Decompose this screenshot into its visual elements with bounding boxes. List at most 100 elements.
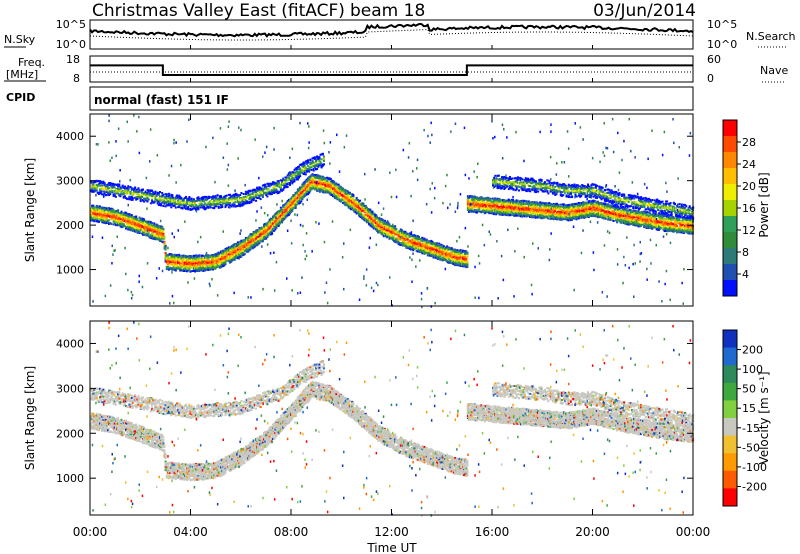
power-cell	[142, 221, 144, 224]
power-cell	[172, 259, 175, 262]
power-cell	[213, 264, 216, 267]
power-cell	[201, 258, 204, 261]
power-cell	[240, 239, 243, 242]
power-cell	[223, 257, 226, 260]
power-cell	[111, 207, 114, 210]
cpid-mode-text: normal (fast) 151 IF	[94, 93, 229, 107]
power-cell	[207, 259, 210, 262]
power-cell	[189, 261, 192, 264]
power-cell	[234, 248, 237, 251]
power-cell	[110, 218, 113, 221]
power-cell	[442, 245, 445, 248]
power-cell	[231, 248, 234, 251]
power-cell	[151, 232, 154, 235]
power-cell	[173, 259, 176, 262]
power-cell	[181, 256, 184, 259]
power-cell	[114, 219, 117, 222]
power-cell	[145, 229, 148, 232]
power-cell	[260, 227, 263, 230]
power-cell	[238, 243, 241, 246]
power-cell	[146, 222, 149, 225]
power-cell	[225, 257, 228, 260]
power-cell	[151, 224, 154, 227]
power-cell	[187, 269, 190, 272]
power-cell	[152, 235, 155, 238]
power-cell	[188, 264, 191, 267]
power-cell	[121, 223, 124, 226]
power-cell	[216, 252, 219, 255]
power-cell	[104, 222, 107, 225]
power-cell	[156, 225, 159, 228]
power-cell	[99, 214, 101, 217]
power-cell	[208, 264, 211, 267]
power-cell	[109, 212, 112, 214]
power-cell	[118, 222, 121, 225]
power-cell	[258, 242, 261, 244]
power-cell	[144, 224, 147, 227]
power-cell	[195, 257, 198, 260]
power-cell	[170, 253, 173, 256]
power-cell	[118, 223, 121, 226]
power-cell	[223, 260, 226, 262]
power-cell	[113, 221, 116, 224]
power-cell	[220, 257, 222, 260]
power-cell	[120, 226, 123, 229]
power-cell	[172, 266, 175, 269]
power-cell	[116, 213, 118, 215]
power-cell	[94, 218, 97, 221]
power-cell	[143, 229, 146, 232]
power-cell	[185, 263, 187, 265]
power-cell	[92, 204, 95, 207]
power-cell	[160, 225, 163, 228]
power-cell	[240, 250, 243, 253]
power-cell	[169, 258, 172, 261]
power-cell	[190, 270, 193, 272]
power-cell	[119, 223, 122, 226]
power-cell	[163, 237, 166, 240]
power-cell	[425, 238, 428, 241]
power-cell	[160, 227, 163, 229]
power-cell	[119, 217, 122, 220]
power-cell	[128, 215, 131, 218]
power-cell	[232, 248, 235, 251]
power-cell	[104, 219, 107, 222]
power-cell	[123, 213, 126, 216]
cpid-label: CPID	[6, 91, 35, 104]
power-cell	[406, 238, 409, 241]
power-cell	[100, 212, 103, 215]
power-cell	[151, 222, 154, 224]
power-cell	[162, 240, 165, 243]
power-cell	[146, 220, 149, 223]
power-cell	[218, 252, 221, 255]
power-cell	[275, 226, 278, 229]
power-cell	[241, 244, 244, 247]
power-cell	[220, 255, 222, 258]
power-cell	[103, 211, 106, 214]
power-cell	[214, 265, 217, 268]
power-cell	[134, 230, 137, 233]
power-cell	[208, 255, 211, 258]
power-cell	[212, 264, 215, 267]
power-cell	[181, 263, 184, 266]
power-cell	[402, 244, 405, 247]
power-cell	[165, 256, 168, 258]
site-title: Christmas Valley East (fitACF)	[92, 1, 345, 21]
power-cell	[191, 265, 194, 268]
power-cell	[96, 215, 99, 218]
power-cell	[99, 210, 101, 213]
power-cell	[213, 258, 216, 261]
power-cell	[129, 229, 132, 232]
power-cell	[107, 213, 109, 216]
power-cell	[174, 267, 177, 270]
power-cell	[395, 228, 398, 231]
power-cell	[145, 223, 148, 225]
power-cell	[102, 213, 105, 216]
power-cell	[97, 216, 100, 219]
power-cell	[227, 253, 230, 256]
power-cell	[172, 260, 175, 263]
power-cell	[267, 234, 270, 237]
power-cell	[92, 209, 95, 211]
power-cell	[225, 247, 228, 250]
power-cell	[179, 269, 182, 272]
power-cell	[185, 266, 187, 269]
